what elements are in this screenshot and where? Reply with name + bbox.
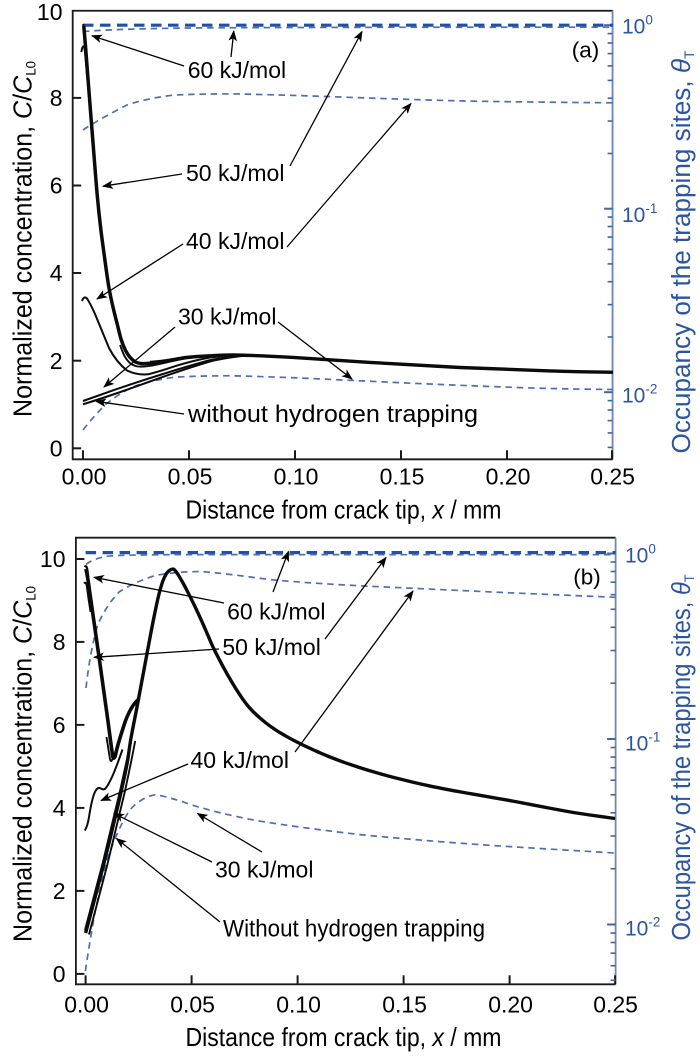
svg-text:0.15: 0.15 — [382, 991, 427, 1017]
svg-text:Without hydrogen trapping: Without hydrogen trapping — [223, 916, 485, 943]
svg-text:without hydrogen trapping: without hydrogen trapping — [187, 401, 478, 428]
svg-text:Occupancy of the trapping site: Occupancy of the trapping sites, θT — [668, 575, 697, 941]
svg-text:0.00: 0.00 — [62, 464, 107, 490]
svg-text:4: 4 — [53, 795, 66, 821]
svg-text:100: 100 — [622, 13, 653, 39]
svg-text:0: 0 — [53, 961, 66, 987]
svg-text:0.25: 0.25 — [593, 991, 638, 1017]
svg-text:2: 2 — [50, 348, 63, 374]
svg-text:Normalized concentration, C/CL: Normalized concentration, C/CL0 — [10, 586, 39, 942]
svg-text:0.10: 0.10 — [276, 991, 321, 1017]
svg-text:6: 6 — [50, 173, 63, 199]
svg-text:8: 8 — [53, 629, 66, 655]
svg-text:10-1: 10-1 — [625, 730, 660, 756]
svg-text:100: 100 — [625, 542, 656, 568]
svg-text:0.20: 0.20 — [488, 991, 533, 1017]
svg-text:40 kJ/mol: 40 kJ/mol — [191, 747, 289, 773]
svg-text:0.05: 0.05 — [170, 991, 215, 1017]
svg-text:60 kJ/mol: 60 kJ/mol — [227, 599, 325, 625]
svg-text:60 kJ/mol: 60 kJ/mol — [188, 57, 286, 83]
svg-text:Occupancy of the trapping site: Occupancy of the trapping sites, θT — [668, 50, 697, 453]
svg-text:0: 0 — [50, 435, 63, 461]
svg-text:8: 8 — [50, 85, 63, 111]
svg-text:(b): (b) — [573, 564, 601, 589]
svg-text:Distance from crack tip, x / m: Distance from crack tip, x / mm — [186, 495, 502, 525]
svg-text:0.15: 0.15 — [380, 464, 425, 490]
svg-text:10-1: 10-1 — [622, 201, 657, 227]
svg-text:10: 10 — [40, 546, 66, 572]
svg-text:0.25: 0.25 — [590, 464, 635, 490]
svg-text:Distance from crack tip, x / m: Distance from crack tip, x / mm — [186, 1022, 502, 1052]
svg-text:40 kJ/mol: 40 kJ/mol — [186, 228, 284, 254]
svg-text:50 kJ/mol: 50 kJ/mol — [222, 634, 320, 660]
svg-text:10: 10 — [37, 0, 63, 25]
svg-text:0.05: 0.05 — [168, 464, 213, 490]
svg-text:(a): (a) — [572, 38, 600, 63]
svg-text:6: 6 — [53, 712, 66, 738]
svg-text:4: 4 — [50, 260, 63, 286]
svg-text:0.10: 0.10 — [274, 464, 319, 490]
svg-text:10-2: 10-2 — [625, 915, 660, 941]
svg-text:30 kJ/mol: 30 kJ/mol — [215, 857, 313, 883]
svg-text:2: 2 — [53, 878, 66, 904]
svg-text:0.00: 0.00 — [64, 991, 109, 1017]
svg-text:30 kJ/mol: 30 kJ/mol — [178, 304, 276, 330]
svg-text:10-2: 10-2 — [622, 382, 657, 408]
svg-text:Normalized concentration, C/CL: Normalized concentration, C/CL0 — [10, 61, 39, 417]
svg-text:0.20: 0.20 — [486, 464, 531, 490]
svg-text:50 kJ/mol: 50 kJ/mol — [186, 160, 284, 186]
